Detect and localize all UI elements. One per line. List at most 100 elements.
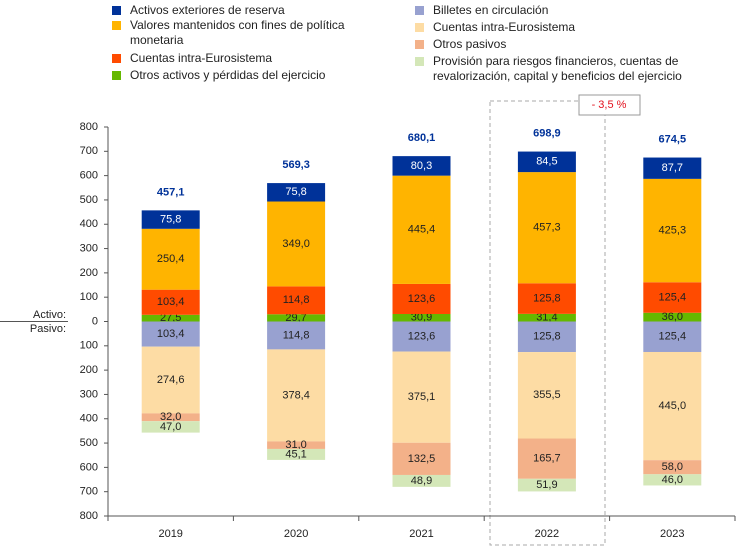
data-label: 46,0 — [662, 474, 683, 486]
bar-segment — [267, 349, 326, 442]
bar-segment — [267, 183, 326, 202]
data-label: 75,8 — [285, 186, 306, 198]
bar-segment — [141, 413, 200, 422]
bar-segment — [141, 346, 200, 414]
data-label: 457,3 — [533, 222, 561, 234]
bar-segment — [392, 283, 451, 314]
y-tick-label: 600 — [80, 461, 98, 473]
bar-segment — [643, 351, 702, 461]
bar-segment — [643, 321, 702, 352]
legend-label: Activos exteriores de reserva — [130, 3, 285, 17]
y-label-top: Activo: — [33, 309, 66, 321]
legend-swatch — [415, 6, 424, 15]
bar-segment — [141, 321, 200, 347]
bar-segment — [141, 289, 200, 315]
y-tick-label: 400 — [80, 218, 98, 230]
x-tick-label: 2019 — [158, 528, 182, 540]
legend-swatch — [112, 6, 121, 15]
annotation-box — [578, 94, 641, 116]
data-label: 125,8 — [533, 292, 561, 304]
legend-swatch — [415, 40, 424, 49]
annotation: - 3,5 % — [592, 99, 627, 111]
bar-segment — [141, 421, 200, 433]
legend-label: Billetes en circulación — [433, 3, 549, 17]
bar-segment — [141, 228, 200, 290]
bar-segment — [267, 286, 326, 315]
bar-segment — [643, 460, 702, 475]
bar-segment — [267, 314, 326, 322]
bar-segment — [643, 282, 702, 313]
legend-swatch — [415, 23, 424, 32]
bar-segment — [392, 321, 451, 352]
data-label: 125,8 — [533, 331, 561, 343]
data-label: 80,3 — [411, 160, 432, 172]
data-label: 123,6 — [408, 330, 436, 342]
y-tick-label: 800 — [80, 510, 98, 522]
data-label: 29,7 — [285, 312, 306, 324]
y-tick-label: 300 — [80, 388, 98, 400]
data-label: 84,5 — [536, 156, 557, 168]
data-label: 31,0 — [285, 439, 306, 451]
data-label: 51,9 — [536, 479, 557, 491]
legend-label: Otros pasivos — [433, 37, 507, 51]
data-label: 47,0 — [160, 421, 181, 433]
legend-label: Cuentas intra-Eurosistema — [433, 20, 576, 34]
bar-segment — [392, 351, 451, 443]
legend-label: Valores mantenidos con fines de política… — [130, 18, 345, 47]
y-tick-label: 500 — [80, 194, 98, 206]
data-label: 36,0 — [662, 311, 683, 323]
bar-segment — [643, 474, 702, 486]
data-label: 87,7 — [662, 162, 683, 174]
y-label-bottom: Pasivo: — [30, 323, 66, 335]
y-tick-label: 400 — [80, 413, 98, 425]
legend-swatch — [112, 54, 121, 63]
total-label: 698,9 — [533, 127, 561, 139]
bar-segment — [643, 157, 702, 179]
data-label: 349,0 — [282, 238, 310, 250]
data-label: 48,9 — [411, 475, 432, 487]
data-label: 45,1 — [285, 448, 306, 460]
bar-segment — [517, 283, 576, 314]
legend-swatch — [112, 21, 121, 30]
bar-segment — [267, 321, 326, 350]
bar-segment — [517, 321, 576, 353]
total-label: 674,5 — [659, 133, 687, 145]
x-tick-label: 2022 — [535, 528, 559, 540]
legend-label: Provisión para riesgos financieros, cuen… — [433, 54, 682, 83]
bar-segment — [517, 352, 576, 439]
data-label: 250,4 — [157, 253, 185, 265]
data-label: 103,4 — [157, 328, 185, 340]
y-tick-label: 200 — [80, 364, 98, 376]
y-tick-label: 100 — [80, 340, 98, 352]
total-label: 569,3 — [282, 159, 310, 171]
data-label: 445,0 — [659, 400, 687, 412]
data-label: 103,4 — [157, 296, 185, 308]
bar-segment — [267, 201, 326, 287]
bar-segment — [643, 312, 702, 322]
y-tick-label: 500 — [80, 437, 98, 449]
data-label: 114,8 — [283, 329, 310, 341]
y-tick-label: 800 — [80, 121, 98, 133]
x-tick-label: 2021 — [409, 528, 433, 540]
total-label: 457,1 — [157, 186, 185, 198]
y-tick-label: 700 — [80, 145, 98, 157]
data-label: 165,7 — [533, 453, 561, 465]
data-label: 132,5 — [408, 453, 436, 465]
data-label: 31,4 — [536, 312, 557, 324]
data-label: 32,0 — [160, 411, 181, 423]
bar-segment — [392, 156, 451, 176]
y-tick-label: 200 — [80, 267, 98, 279]
highlight-box — [489, 100, 606, 546]
y-tick-label: 300 — [80, 242, 98, 254]
data-label: 274,6 — [157, 374, 185, 386]
data-label: 425,3 — [659, 224, 687, 236]
data-label: 75,8 — [160, 213, 181, 225]
data-label: 58,0 — [662, 461, 683, 473]
data-label: 355,5 — [533, 389, 561, 401]
y-tick-label: 100 — [80, 291, 98, 303]
bar-segment — [141, 314, 200, 322]
data-label: 378,4 — [282, 389, 310, 401]
y-tick-label: 0 — [92, 315, 98, 327]
data-label: 123,6 — [408, 293, 436, 305]
